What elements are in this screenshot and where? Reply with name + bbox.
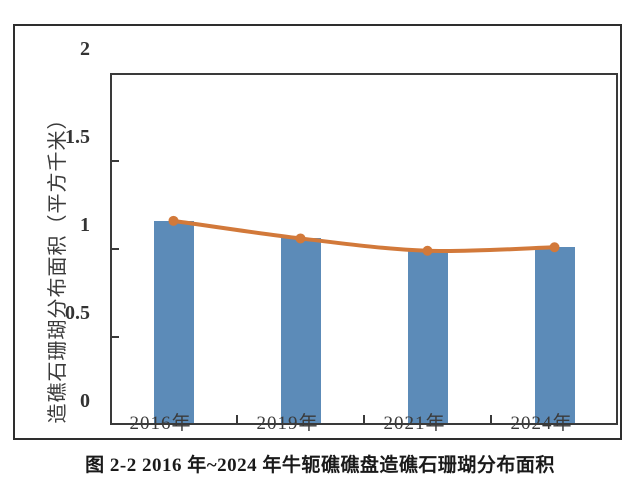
y-tick-label: 2 (80, 38, 90, 60)
y-tick-label: 0.5 (65, 302, 90, 324)
line-path (171, 218, 557, 254)
x-axis-label: 2019年 (256, 413, 319, 434)
y-tick-label: 1.5 (65, 126, 90, 148)
bar-2019年 (280, 238, 321, 425)
y-tick-label: 1 (80, 214, 90, 236)
figure-caption: 图 2-2 2016 年~2024 年牛轭礁礁盘造礁石珊瑚分布面积 (85, 455, 555, 476)
x-axis-label: 2016年 (129, 413, 192, 434)
y-tick-mark (110, 160, 119, 162)
plot-area (110, 73, 618, 425)
line-marker (422, 245, 433, 256)
x-axis-label: 2024年 (510, 413, 573, 434)
y-axis-title: 造礁石珊瑚分布面积（平方千米） (47, 108, 69, 424)
y-tick-mark (110, 248, 119, 250)
line-series (168, 215, 560, 256)
bar-2024年 (534, 247, 575, 425)
figure-border: 造礁石珊瑚分布面积（平方千米） 0 0.5 1 1.5 2 2016年 2019年 2021年… (13, 24, 622, 440)
bar-2016年 (153, 220, 194, 425)
x-tick-mark (236, 415, 238, 425)
bar-2021年 (407, 250, 448, 425)
x-axis-label: 2021年 (383, 413, 446, 434)
line-marker (295, 233, 306, 244)
line-marker (168, 215, 179, 226)
y-tick-label: 0 (80, 390, 90, 412)
x-tick-mark (363, 415, 365, 425)
line-marker (549, 242, 560, 253)
y-tick-mark (110, 336, 119, 338)
x-tick-mark (490, 415, 492, 425)
